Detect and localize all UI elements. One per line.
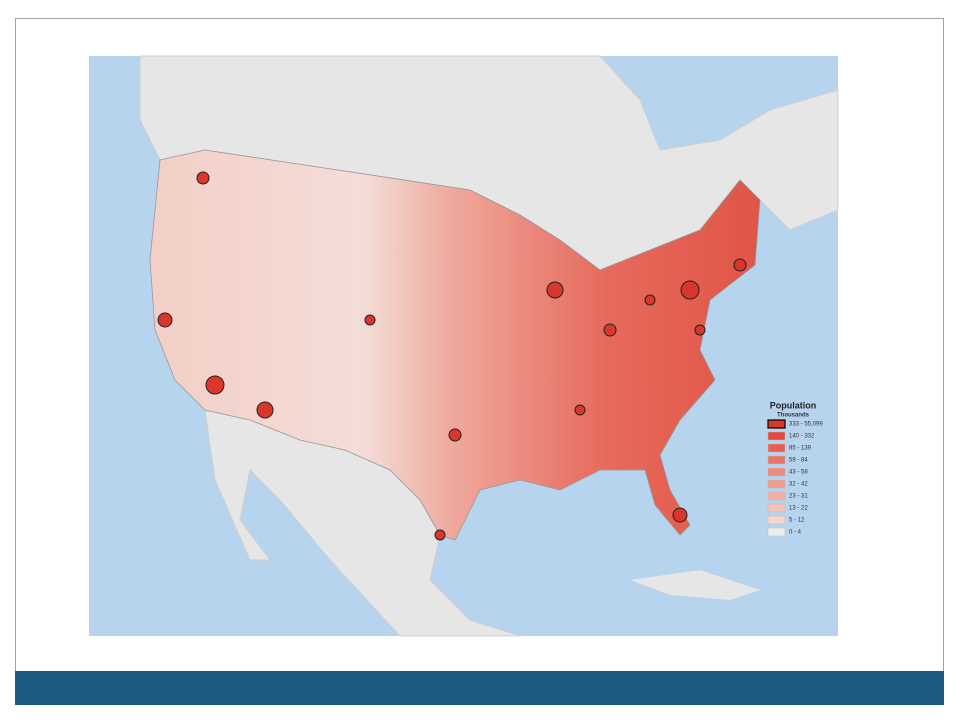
legend-swatch xyxy=(767,455,786,465)
map xyxy=(89,55,839,637)
legend-swatch xyxy=(767,467,786,477)
legend-label: 43 - 58 xyxy=(789,470,808,476)
legend-swatch xyxy=(767,443,786,453)
legend-swatch xyxy=(767,419,786,429)
legend-label: 13 - 22 xyxy=(789,506,808,512)
legend-swatch xyxy=(767,491,786,501)
legend-label: 32 - 42 xyxy=(789,482,808,488)
legend-swatch xyxy=(767,515,786,525)
legend-title: Population xyxy=(770,400,817,410)
legend-swatch xyxy=(767,503,786,513)
cuba xyxy=(630,570,760,600)
legend: Population Thousands 333 - 55,099 140 - 3… xyxy=(767,400,823,537)
legend-label: 23 - 31 xyxy=(789,494,808,500)
legend-label: 85 - 139 xyxy=(789,446,812,452)
metro-areas xyxy=(157,171,747,541)
legend-label: 333 - 55,099 xyxy=(789,422,823,428)
legend-label: 59 - 84 xyxy=(789,458,808,464)
legend-label: 0 - 4 xyxy=(789,530,802,536)
footer-bar xyxy=(15,671,944,705)
legend-rows: 333 - 55,099 140 - 332 85 - 139 59 - 84 43 -… xyxy=(767,419,823,537)
legend-subtitle: Thousands xyxy=(777,413,810,419)
legend-swatch xyxy=(767,431,786,441)
legend-swatch xyxy=(767,527,786,537)
legend-swatch xyxy=(767,479,786,489)
usa-counties xyxy=(149,149,761,541)
legend-label: 140 - 332 xyxy=(789,434,815,440)
legend-label: 5 - 12 xyxy=(789,518,805,524)
